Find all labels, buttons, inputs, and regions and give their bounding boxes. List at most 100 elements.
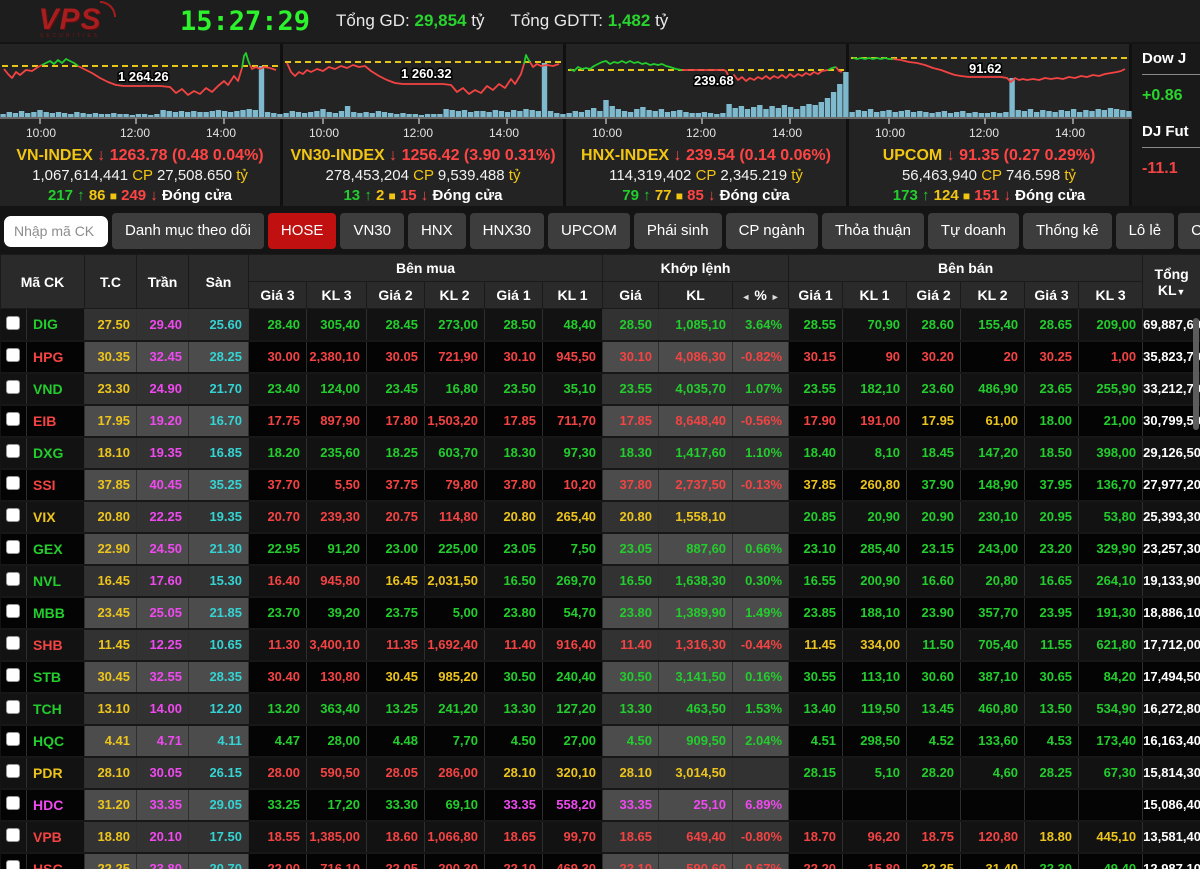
ask-vol-2-cell: 20,80 <box>961 565 1025 597</box>
row-checkbox[interactable] <box>6 828 20 842</box>
symbol-cell[interactable]: SSI <box>27 469 85 501</box>
tab-upcom[interactable]: UPCOM <box>548 213 630 249</box>
ty-label: tỷ <box>509 167 521 184</box>
tab-danh-mục-theo-dõi[interactable]: Danh mục theo dõi <box>112 213 264 249</box>
ticker-search-input[interactable] <box>4 216 108 247</box>
tab-lô-lẻ[interactable]: Lô lẻ <box>1116 213 1175 249</box>
tab-vn30[interactable]: VN30 <box>340 213 404 249</box>
tab-phái-sinh[interactable]: Phái sinh <box>634 213 722 249</box>
col-ask-vol3: KL 3 <box>1079 282 1143 309</box>
ask-price-3-cell: 22.30 <box>1025 853 1079 869</box>
bid-vol-2-cell: 16,80 <box>425 373 485 405</box>
table-row: DXG18.1019.3516.8518.20235,6018.25603,70… <box>1 437 1200 469</box>
symbol-cell[interactable]: NVL <box>27 565 85 597</box>
bid-price-1-cell: 4.50 <box>485 725 543 757</box>
row-checkbox[interactable] <box>6 764 20 778</box>
pct-prev-arrow-icon[interactable]: ◄ <box>737 292 754 302</box>
bid-price-2-cell: 37.75 <box>367 469 425 501</box>
tab-thống-kê[interactable]: Thống kê <box>1023 213 1112 249</box>
tab-tự-doanh[interactable]: Tự doanh <box>928 213 1019 249</box>
match-price-cell: 28.50 <box>603 309 659 341</box>
bid-price-1-cell: 30.10 <box>485 341 543 373</box>
symbol-cell[interactable]: EIB <box>27 405 85 437</box>
row-checkbox-cell <box>1 853 27 869</box>
row-checkbox[interactable] <box>6 668 20 682</box>
row-checkbox[interactable] <box>6 700 20 714</box>
bid-price-3-cell: 33.25 <box>249 789 307 821</box>
symbol-cell[interactable]: VIX <box>27 501 85 533</box>
symbol-cell[interactable]: VPB <box>27 821 85 853</box>
bid-vol-3-cell: 130,80 <box>307 661 367 693</box>
tab-chứng-quyền[interactable]: Chứng quyền <box>1178 213 1200 249</box>
pct-next-arrow-icon[interactable]: ► <box>767 292 784 302</box>
col-header-total-volume[interactable]: Tổng KL▼ <box>1143 255 1200 309</box>
session-status: Đóng cửa <box>1015 187 1085 204</box>
symbol-cell[interactable]: VND <box>27 373 85 405</box>
ask-price-1-cell: 17.90 <box>789 405 843 437</box>
top-header-bar: VPS SECURITIES 15:27:29 Tổng GD: 29,854 … <box>0 0 1200 42</box>
advance-decline-line: 13 ↑ 2 ■ 15 ↓ Đóng cửa <box>283 186 563 206</box>
symbol-cell[interactable]: TCH <box>27 693 85 725</box>
row-checkbox[interactable] <box>6 476 20 490</box>
symbol-cell[interactable]: GEX <box>27 533 85 565</box>
ask-price-1-cell: 18.70 <box>789 821 843 853</box>
sort-arrow-icon[interactable]: ▼ <box>1177 287 1186 297</box>
x-tick-label: 14:00 <box>772 126 802 140</box>
symbol-cell[interactable]: HSG <box>27 853 85 869</box>
bid-price-1-cell: 22.10 <box>485 853 543 869</box>
row-checkbox[interactable] <box>6 572 20 586</box>
table-row: SHB11.4512.2510.6511.303,400,1011.351,69… <box>1 629 1200 661</box>
symbol-cell[interactable]: HPG <box>27 341 85 373</box>
row-checkbox-cell <box>1 757 27 789</box>
row-checkbox[interactable] <box>6 604 20 618</box>
total-gdtt-unit: tỷ <box>655 11 668 30</box>
row-checkbox[interactable] <box>6 636 20 650</box>
bid-vol-1-cell: 320,10 <box>543 757 603 789</box>
match-vol-cell: 3,014,50 <box>659 757 733 789</box>
symbol-cell[interactable]: HDC <box>27 789 85 821</box>
ask-price-2-cell: 28.20 <box>907 757 961 789</box>
col-bid-vol3: KL 3 <box>307 282 367 309</box>
bid-vol-3-cell: 945,80 <box>307 565 367 597</box>
row-checkbox[interactable] <box>6 796 20 810</box>
row-checkbox[interactable] <box>6 412 20 426</box>
reference-price-cell: 13.10 <box>85 693 137 725</box>
row-checkbox[interactable] <box>6 316 20 330</box>
total-volume-cell: 27,977,20 <box>1143 469 1200 501</box>
symbol-cell[interactable]: PDR <box>27 757 85 789</box>
row-checkbox[interactable] <box>6 540 20 554</box>
row-checkbox[interactable] <box>6 732 20 746</box>
symbol-cell[interactable]: DXG <box>27 437 85 469</box>
tab-cp-ngành[interactable]: CP ngành <box>726 213 818 249</box>
row-checkbox[interactable] <box>6 348 20 362</box>
ask-vol-3-cell: 67,30 <box>1079 757 1143 789</box>
row-checkbox[interactable] <box>6 508 20 522</box>
ceiling-price-cell: 23.80 <box>137 853 189 869</box>
tab-hnx30[interactable]: HNX30 <box>470 213 544 249</box>
symbol-cell[interactable]: STB <box>27 661 85 693</box>
tab-hnx[interactable]: HNX <box>408 213 466 249</box>
ask-vol-2-cell: 133,60 <box>961 725 1025 757</box>
scrollbar-thumb[interactable] <box>1193 318 1199 430</box>
match-pct-cell: 2.04% <box>733 725 789 757</box>
ask-price-3-cell: 37.95 <box>1025 469 1079 501</box>
symbol-cell[interactable]: HQC <box>27 725 85 757</box>
row-checkbox[interactable] <box>6 860 20 869</box>
bid-vol-2-cell: 225,00 <box>425 533 485 565</box>
bid-price-1-cell: 30.50 <box>485 661 543 693</box>
tab-hose[interactable]: HOSE <box>268 213 337 249</box>
bid-vol-1-cell: 97,30 <box>543 437 603 469</box>
bid-price-2-cell: 28.05 <box>367 757 425 789</box>
symbol-cell[interactable]: SHB <box>27 629 85 661</box>
symbol-cell[interactable]: MBB <box>27 597 85 629</box>
index-shares: 56,463,940 <box>902 167 977 184</box>
tab-thỏa-thuận[interactable]: Thỏa thuận <box>822 213 924 249</box>
ask-price-2-cell: 11.50 <box>907 629 961 661</box>
ask-vol-1-cell: 200,90 <box>843 565 907 597</box>
x-tick-label: 14:00 <box>206 126 236 140</box>
symbol-cell[interactable]: DIG <box>27 309 85 341</box>
row-checkbox[interactable] <box>6 380 20 394</box>
row-checkbox[interactable] <box>6 444 20 458</box>
ask-vol-3-cell: 329,90 <box>1079 533 1143 565</box>
col-header-ceiling: Trần <box>137 255 189 309</box>
